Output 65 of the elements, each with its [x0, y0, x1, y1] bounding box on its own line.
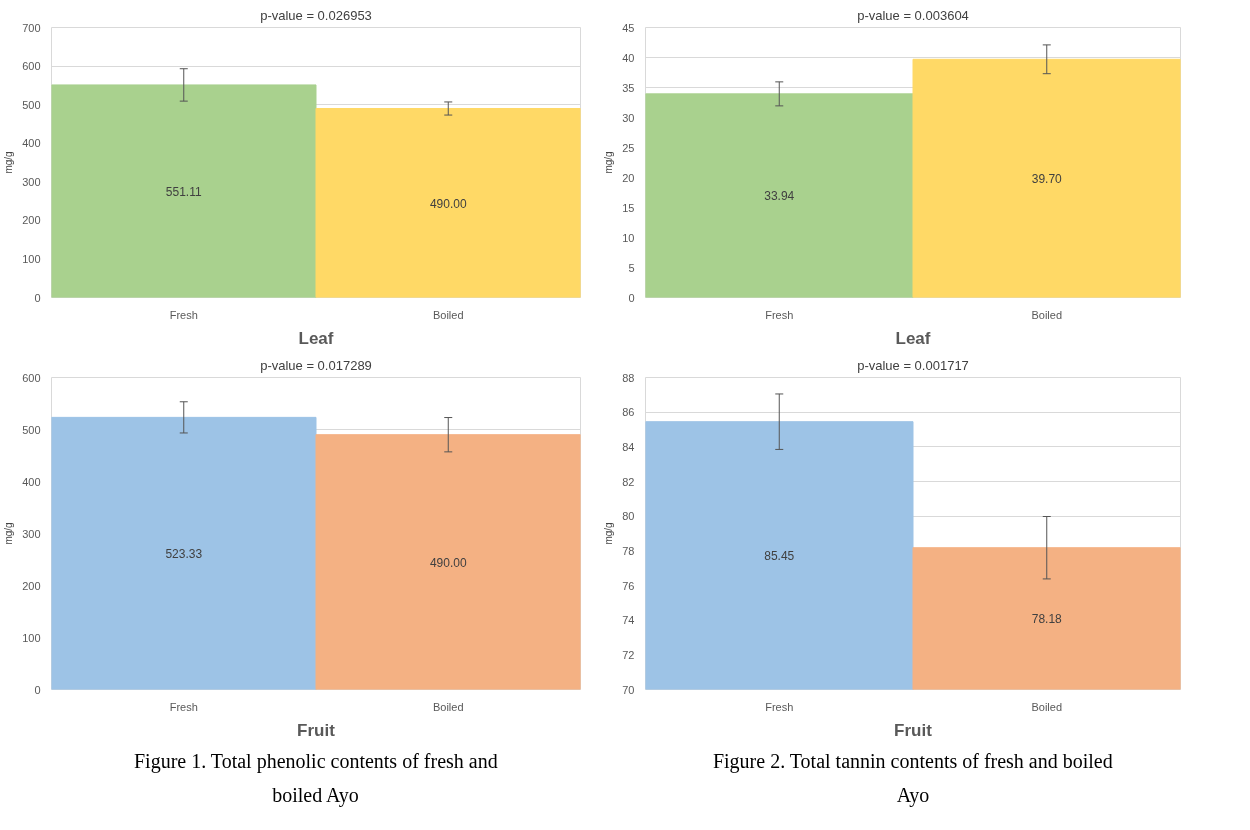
y-axis-title: mg/g	[603, 522, 615, 545]
x-axis-title: Fruit	[297, 720, 336, 740]
y-tick-label: 100	[22, 631, 41, 644]
x-tick-label: Fresh	[765, 700, 794, 713]
data-label: 85.45	[764, 549, 795, 564]
chart-title: p-value = 0.003604	[857, 7, 969, 23]
y-tick-label: 400	[22, 475, 41, 488]
x-axis-title: Leaf	[298, 328, 334, 348]
y-axis-title: mg/g	[603, 151, 615, 174]
y-tick-label: 700	[22, 21, 41, 34]
y-tick-label: 72	[622, 648, 635, 661]
y-tick-label: 74	[622, 614, 635, 627]
chart-title: p-value = 0.001717	[857, 357, 969, 373]
y-tick-label: 500	[22, 423, 41, 436]
x-tick-label: Fresh	[169, 700, 198, 713]
y-tick-label: 0	[628, 291, 635, 304]
y-tick-label: 82	[622, 475, 635, 488]
data-label: 490.00	[429, 555, 467, 570]
x-tick-label: Boiled	[1031, 308, 1063, 321]
y-tick-label: 200	[22, 579, 41, 592]
x-axis-title: Leaf	[895, 328, 931, 348]
y-tick-label: 78	[622, 544, 635, 557]
data-label: 33.94	[764, 189, 795, 204]
y-tick-label: 600	[22, 371, 41, 384]
y-tick-label: 84	[622, 440, 635, 453]
data-label: 490.00	[429, 196, 467, 211]
chart-title: p-value = 0.017289	[260, 357, 372, 373]
data-label: 551.11	[165, 184, 202, 199]
x-tick-label: Fresh	[169, 308, 198, 321]
y-axis-title: mg/g	[3, 151, 15, 174]
x-tick-label: Boiled	[432, 308, 464, 321]
y-tick-label: 88	[622, 371, 635, 384]
y-tick-label: 76	[622, 579, 635, 592]
y-tick-label: 86	[622, 406, 635, 419]
y-tick-label: 45	[622, 21, 635, 34]
y-tick-label: 200	[22, 214, 41, 227]
chart-title: p-value = 0.026953	[260, 7, 372, 23]
x-axis-title: Fruit	[894, 720, 933, 740]
y-tick-label: 0	[34, 291, 41, 304]
y-tick-label: 600	[22, 60, 41, 73]
y-tick-label: 300	[22, 527, 41, 540]
y-tick-label: 20	[622, 171, 635, 184]
data-label: 523.33	[165, 546, 203, 561]
y-tick-label: 25	[622, 141, 635, 154]
y-tick-label: 0	[34, 683, 41, 696]
caption: Figure 2. Total tannin contents of fresh and boiled Ayo	[712, 749, 1113, 807]
y-tick-label: 400	[22, 137, 41, 150]
y-axis-title: mg/g	[3, 522, 15, 545]
y-tick-label: 500	[22, 98, 41, 111]
y-tick-label: 70	[622, 683, 635, 696]
x-tick-label: Boiled	[432, 700, 464, 713]
caption: Figure 1. Total phenolic contents of fresh and boiled Ayo	[133, 749, 498, 807]
data-label: 78.18	[1031, 612, 1063, 627]
x-tick-label: Fresh	[765, 308, 794, 321]
x-tick-label: Boiled	[1031, 700, 1063, 713]
y-tick-label: 80	[622, 510, 635, 523]
y-tick-label: 35	[622, 81, 635, 94]
y-tick-label: 30	[622, 111, 635, 124]
y-tick-label: 10	[622, 231, 635, 244]
y-tick-label: 15	[622, 201, 635, 214]
y-tick-label: 40	[622, 51, 635, 64]
y-tick-label: 5	[628, 261, 635, 274]
data-label: 39.70	[1031, 171, 1063, 186]
y-tick-label: 300	[22, 175, 41, 188]
y-tick-label: 100	[22, 252, 41, 265]
